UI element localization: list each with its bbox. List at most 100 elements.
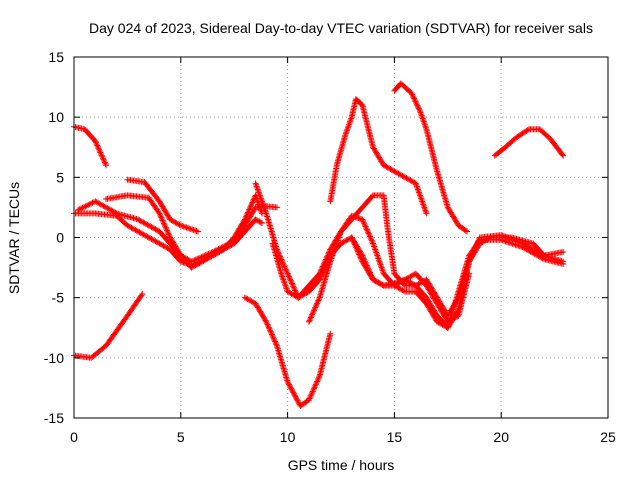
data-point: [279, 259, 286, 266]
data-point: [295, 398, 302, 405]
data-point: [287, 276, 294, 283]
data-point: [100, 156, 107, 163]
data-point: [287, 384, 294, 391]
data-point: [270, 335, 277, 342]
data-point: [560, 152, 567, 159]
data-point: [410, 94, 417, 101]
data-point: [409, 92, 416, 99]
data-point: [306, 317, 313, 324]
data-point: [78, 205, 85, 212]
data-point: [97, 149, 104, 156]
data-point: [208, 249, 215, 256]
data-point: [163, 227, 170, 234]
data-point: [466, 270, 473, 277]
data-point: [312, 303, 319, 310]
data-point: [290, 283, 297, 290]
data-point: [320, 268, 327, 275]
data-point: [94, 142, 101, 149]
data-point: [313, 301, 320, 308]
data-point: [257, 219, 264, 226]
data-point: [214, 246, 221, 253]
data-point: [160, 218, 167, 225]
y-tick-label: 5: [56, 169, 64, 185]
data-point: [368, 236, 375, 243]
data-point: [369, 239, 376, 246]
data-point: [202, 252, 209, 259]
data-point: [365, 229, 372, 236]
data-point: [316, 296, 323, 303]
data-point: [379, 281, 386, 288]
data-point: [311, 305, 318, 312]
data-point: [216, 245, 223, 252]
data-point: [157, 213, 164, 220]
data-point: [464, 228, 471, 235]
data-point: [413, 101, 420, 108]
data-point: [290, 284, 297, 291]
data-point: [76, 206, 83, 213]
data-point: [228, 239, 235, 246]
data-point: [310, 387, 317, 394]
data-point: [263, 320, 270, 327]
y-tick-label: 0: [56, 230, 64, 246]
data-point: [292, 393, 299, 400]
data-point: [358, 257, 365, 264]
data-point: [316, 374, 323, 381]
data-point: [96, 146, 103, 153]
data-point: [291, 392, 298, 399]
data-point: [307, 392, 314, 399]
data-point: [290, 389, 297, 396]
data-point: [400, 287, 407, 294]
data-point: [309, 388, 316, 395]
data-point: [186, 225, 193, 232]
data-point: [92, 139, 99, 146]
data-point: [363, 226, 370, 233]
series-track-12: [327, 96, 430, 217]
data-point: [354, 247, 361, 254]
data-point: [248, 200, 255, 207]
data-point: [289, 281, 296, 288]
data-point: [411, 95, 418, 102]
data-point: [79, 204, 86, 211]
data-point: [307, 394, 314, 401]
data-point: [309, 389, 316, 396]
data-point: [93, 141, 100, 148]
data-point: [268, 331, 275, 338]
data-point: [184, 224, 191, 231]
data-point: [270, 334, 277, 341]
data-point: [271, 337, 278, 344]
x-tick-label: 0: [70, 429, 78, 445]
data-point: [273, 341, 280, 348]
data-point: [560, 248, 567, 255]
data-point: [165, 230, 172, 237]
data-point: [361, 222, 368, 229]
data-point: [366, 233, 373, 240]
data-point: [294, 397, 301, 404]
data-point: [96, 148, 103, 155]
data-point: [312, 304, 319, 311]
data-point: [166, 233, 173, 240]
data-point: [266, 325, 273, 332]
data-point: [408, 90, 415, 97]
data-point: [291, 390, 298, 397]
y-tick-label: 10: [48, 109, 64, 125]
data-point: [162, 224, 169, 231]
data-point: [253, 217, 260, 224]
data-point: [190, 226, 197, 233]
axis-ticks: 0 5 10 15 20 25 -15 -10 -5 0 5 10 15: [44, 49, 616, 445]
data-point: [182, 223, 189, 230]
x-axis-label: GPS time / hours: [288, 457, 395, 473]
series-track-13: [391, 80, 471, 235]
data-point: [355, 250, 362, 257]
x-tick-label: 20: [493, 429, 509, 445]
data-markers: [71, 80, 567, 409]
data-point: [315, 375, 322, 382]
data-point: [356, 252, 363, 259]
data-point: [88, 200, 95, 207]
data-point: [288, 386, 295, 393]
data-point: [247, 203, 254, 210]
data-point: [361, 220, 368, 227]
data-point: [222, 242, 229, 249]
data-point: [225, 240, 232, 247]
data-point: [363, 224, 370, 231]
data-point: [292, 287, 299, 294]
